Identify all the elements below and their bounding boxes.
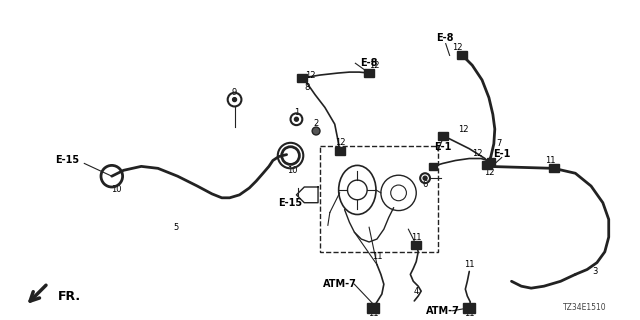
Circle shape bbox=[294, 117, 298, 121]
Text: E-15: E-15 bbox=[278, 198, 303, 208]
Text: TZ34E1510: TZ34E1510 bbox=[563, 303, 607, 312]
Text: 11: 11 bbox=[545, 156, 556, 165]
Circle shape bbox=[232, 98, 237, 101]
Text: ATM-7: ATM-7 bbox=[426, 306, 460, 316]
Text: 5: 5 bbox=[173, 223, 179, 232]
Text: ATM-7: ATM-7 bbox=[323, 279, 356, 289]
Bar bbox=[335, 147, 344, 155]
Text: 11: 11 bbox=[368, 309, 378, 318]
Text: 12: 12 bbox=[484, 168, 494, 177]
Text: 12: 12 bbox=[458, 124, 468, 133]
Text: 11: 11 bbox=[464, 260, 474, 269]
Text: 3: 3 bbox=[592, 267, 598, 276]
Bar bbox=[320, 146, 438, 252]
Text: 12: 12 bbox=[335, 138, 346, 147]
Text: FR.: FR. bbox=[58, 290, 81, 302]
Text: 11: 11 bbox=[464, 309, 474, 318]
Text: 10: 10 bbox=[287, 166, 298, 175]
Bar bbox=[487, 158, 495, 164]
Text: E-8: E-8 bbox=[360, 58, 378, 68]
Text: 9: 9 bbox=[232, 88, 237, 97]
Bar bbox=[549, 164, 559, 172]
Text: 8: 8 bbox=[305, 83, 310, 92]
Text: 12: 12 bbox=[452, 43, 463, 52]
Text: 12: 12 bbox=[305, 70, 316, 80]
Bar bbox=[367, 303, 379, 313]
Bar bbox=[482, 162, 492, 169]
Text: 6: 6 bbox=[422, 180, 428, 188]
Text: 4: 4 bbox=[413, 287, 419, 296]
Text: 2: 2 bbox=[314, 119, 319, 128]
Bar bbox=[463, 303, 475, 313]
Text: E-15: E-15 bbox=[56, 156, 79, 165]
Text: 1: 1 bbox=[294, 108, 299, 117]
Text: 7: 7 bbox=[496, 139, 501, 148]
Text: 11: 11 bbox=[372, 252, 382, 261]
Text: E-1: E-1 bbox=[434, 142, 451, 152]
Bar bbox=[364, 69, 374, 77]
Bar bbox=[412, 241, 421, 249]
Circle shape bbox=[423, 176, 427, 180]
Text: 10: 10 bbox=[111, 186, 122, 195]
Text: 12: 12 bbox=[369, 61, 380, 70]
Bar bbox=[298, 74, 307, 82]
Circle shape bbox=[312, 127, 320, 135]
Bar bbox=[438, 132, 447, 140]
Bar bbox=[429, 163, 437, 170]
Text: 11: 11 bbox=[411, 233, 422, 242]
Text: 12: 12 bbox=[472, 149, 483, 158]
Text: E-1: E-1 bbox=[493, 148, 510, 159]
Text: E-8: E-8 bbox=[436, 33, 454, 43]
Bar bbox=[458, 52, 467, 59]
